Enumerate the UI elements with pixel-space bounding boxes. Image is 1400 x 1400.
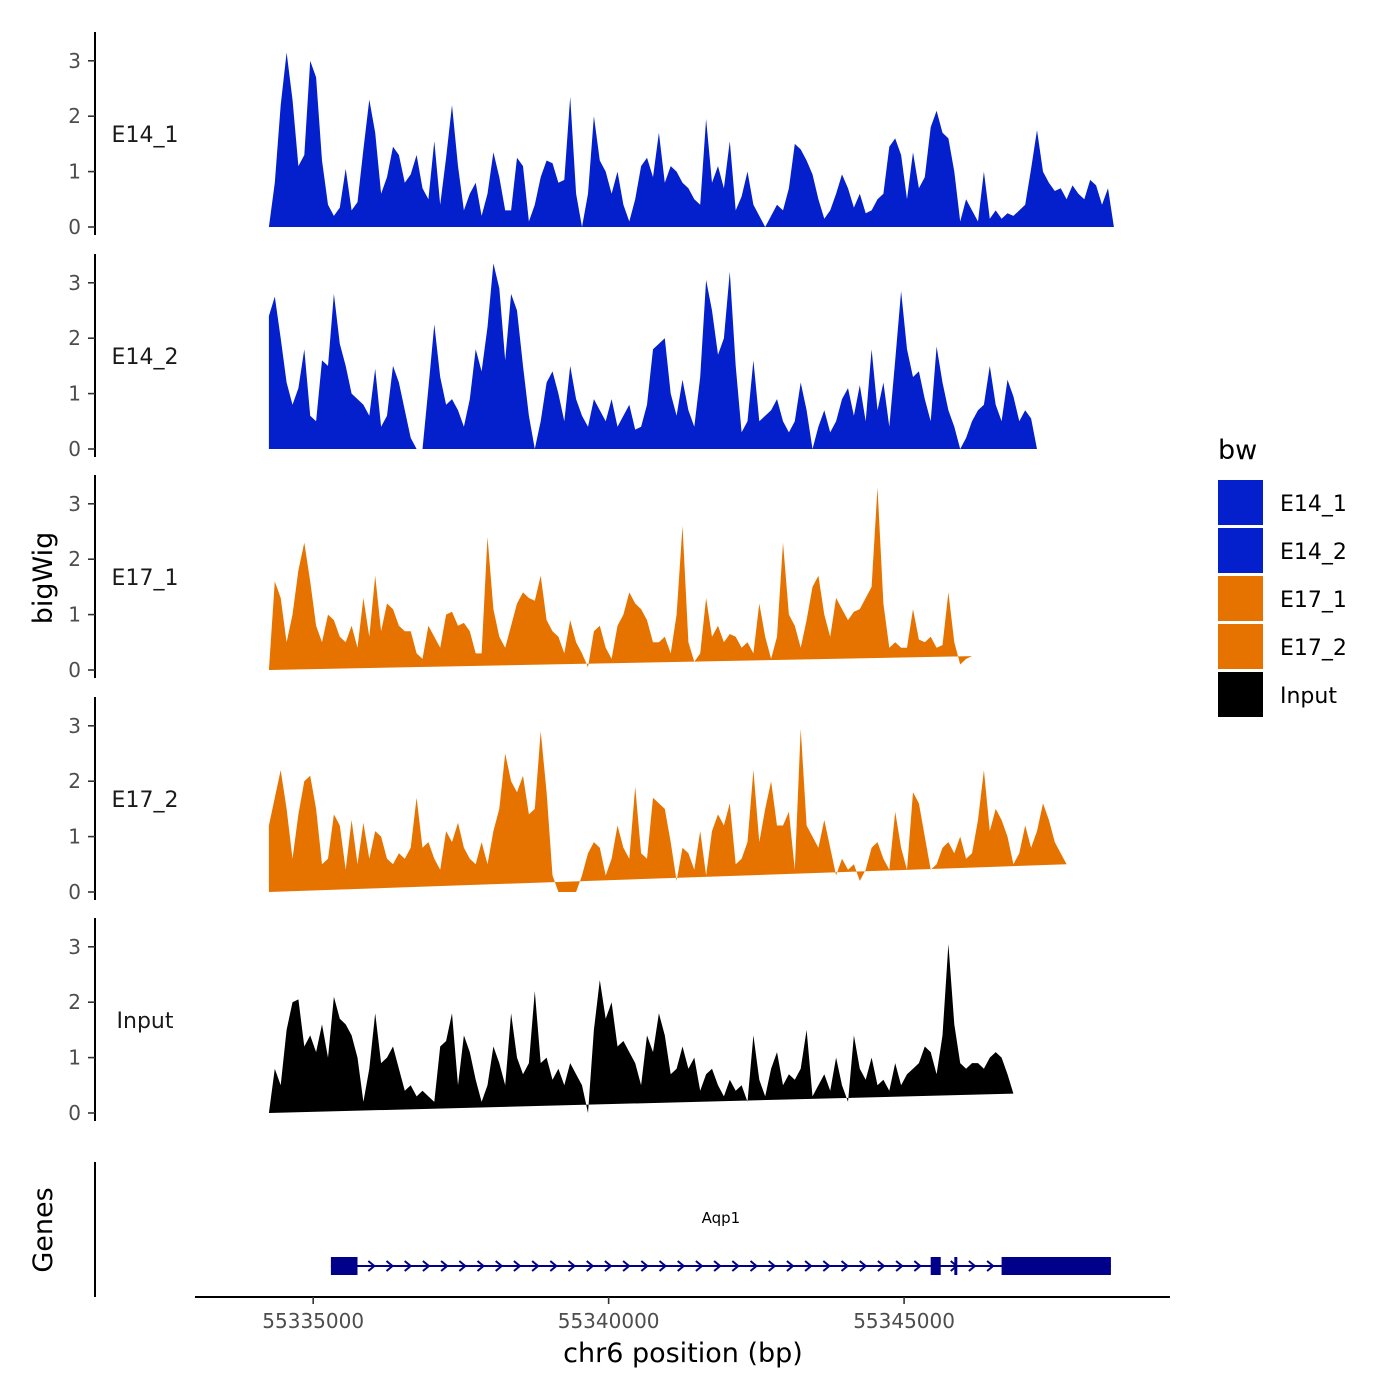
strand-arrow [640,1260,649,1272]
y-tick-label-Input-1: 1 [68,1046,81,1070]
legend-label-E17_2: E17_2 [1280,636,1347,661]
track-area-E14_2 [268,263,1037,449]
strand-arrow [786,1260,795,1272]
track-E17_2: 0 1 2 3 E17_2 [68,697,1067,904]
gene-exon [954,1257,958,1275]
legend-items: E14_1 E14_2 E17_1 E17_2 Input [1218,480,1347,717]
genes-panel: Genes Aqp1 [28,1162,1111,1297]
strand-arrow [658,1260,668,1272]
x-axis: 55335000 55340000 55345000 chr6 position (… [195,1296,1170,1369]
y-tick-label-E17_1-0: 0 [68,658,81,682]
strand-arrow [804,1260,813,1272]
track-label-Input: Input [117,1009,174,1034]
gene-label: Aqp1 [702,1209,741,1227]
y-tick-label-Input-0: 0 [68,1101,81,1125]
y-tick-label-E17_1-3: 3 [68,492,81,516]
strand-arrow [677,1260,686,1272]
track-label-E14_2: E14_2 [112,345,179,370]
strand-arrow [986,1260,995,1272]
gene-exon [1001,1257,1111,1275]
track-area-Input [268,944,1014,1113]
y-tick-label-E17_2-3: 3 [68,714,81,738]
y-axis-title: bigWig [28,532,59,625]
track-E14_2: 0 1 2 3 E14_2 [68,254,1037,461]
strand-arrow [404,1260,413,1272]
y-tick-label-E14_1-1: 1 [68,160,81,184]
strand-arrow [768,1260,777,1272]
y-tick-label-Input-3: 3 [68,935,81,959]
tracks-layer: 0 1 2 3 E14_1 0 1 2 3 E14_2 0 1 2 3 E17_1 0 1 2 3 E17_2 0 1 2 3… [68,32,1114,1125]
strand-arrow [877,1260,886,1272]
strand-arrow [622,1260,631,1272]
strand-arrow [385,1260,395,1272]
y-tick-label-E17_1-2: 2 [68,547,81,571]
legend-title: bw [1218,435,1257,466]
strand-arrow [713,1260,722,1272]
strand-arrow [749,1260,759,1272]
strand-arrow [458,1260,467,1272]
strand-arrow [422,1260,431,1272]
strand-arrow [968,1260,977,1272]
strand-arrow [895,1260,904,1272]
legend-swatch-E14_2 [1218,528,1263,573]
track-area-E17_2 [268,728,1067,892]
strand-arrow [859,1260,868,1272]
y-tick-label-Input-2: 2 [68,990,81,1014]
y-tick-label-E17_2-2: 2 [68,769,81,793]
track-label-E17_1: E17_1 [112,566,179,591]
y-tick-label-E17_1-1: 1 [68,603,81,627]
legend: bw E14_1 E14_2 E17_1 E17_2 Input [1218,435,1347,717]
strand-arrow [822,1260,831,1272]
legend-label-E14_1: E14_1 [1280,492,1347,517]
legend-label-E14_2: E14_2 [1280,540,1347,565]
strand-arrow [604,1260,613,1272]
legend-label-E17_1: E17_1 [1280,588,1347,613]
legend-label-Input: Input [1280,684,1337,709]
y-tick-label-E17_2-0: 0 [68,880,81,904]
strand-arrow [586,1260,595,1272]
strand-arrow [367,1260,376,1272]
x-axis-title: chr6 position (bp) [563,1338,803,1369]
y-tick-label-E14_2-0: 0 [68,437,81,461]
legend-swatch-Input [1218,672,1263,717]
y-tick-label-E14_2-1: 1 [68,382,81,406]
strand-arrow [913,1260,922,1272]
track-area-E14_1 [268,52,1114,227]
track-Input: 0 1 2 3 Input [68,918,1014,1125]
strand-arrow [513,1260,522,1272]
strand-arrow [476,1260,486,1272]
gene-model [330,1257,1111,1275]
y-tick-label-E14_1-3: 3 [68,49,81,73]
legend-swatch-E14_1 [1218,480,1263,525]
gene-exon [330,1257,358,1275]
legend-swatch-E17_1 [1218,576,1263,621]
strand-arrow [549,1260,558,1272]
x-tick-label-55340000: 55340000 [558,1309,660,1333]
track-E14_1: 0 1 2 3 E14_1 [68,32,1114,239]
y-tick-label-E14_2-3: 3 [68,271,81,295]
strand-arrow [695,1260,704,1272]
x-tick-label-55335000: 55335000 [262,1309,364,1333]
x-ticks: 55335000 55340000 55345000 [262,1297,955,1333]
track-E17_1: 0 1 2 3 E17_1 [68,475,972,682]
strand-arrow [495,1260,504,1272]
strand-arrow [531,1260,540,1272]
strand-arrow [440,1260,449,1272]
y-tick-label-E17_2-1: 1 [68,825,81,849]
track-area-E17_1 [268,487,972,670]
y-tick-label-E14_1-2: 2 [68,104,81,128]
strand-arrow [840,1260,850,1272]
y-tick-label-E14_1-0: 0 [68,215,81,239]
strand-arrow [731,1260,740,1272]
track-label-E14_1: E14_1 [112,123,179,148]
track-label-E17_2: E17_2 [112,788,179,813]
strand-arrow [567,1260,577,1272]
x-tick-label-55345000: 55345000 [853,1309,955,1333]
y-tick-label-E14_2-2: 2 [68,326,81,350]
gene-exon [930,1257,941,1275]
legend-swatch-E17_2 [1218,624,1263,669]
genes-axis-title: Genes [28,1187,59,1272]
